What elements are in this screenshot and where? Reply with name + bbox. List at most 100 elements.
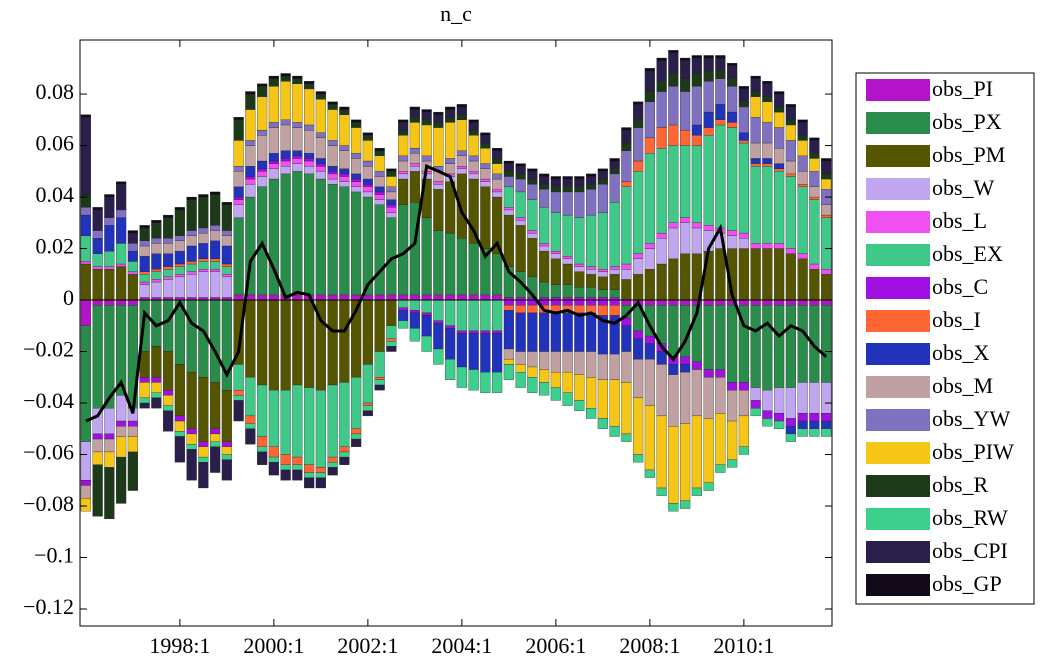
- bar-segment: [104, 266, 115, 270]
- bar-segment: [221, 235, 232, 247]
- bar-segment: [315, 467, 326, 473]
- bar-segment: [492, 158, 503, 164]
- bar-segment: [421, 312, 432, 316]
- bar-segment: [574, 299, 585, 306]
- bar-segment: [503, 364, 514, 381]
- bar-segment: [104, 225, 115, 252]
- bar-segment: [809, 420, 820, 429]
- y-tick-label: 0: [63, 285, 74, 310]
- legend-label: obs_W: [932, 175, 995, 200]
- bar-segment: [151, 382, 162, 393]
- bar-segment: [351, 122, 362, 128]
- bar-segment: [821, 204, 832, 216]
- bar-segment: [480, 135, 491, 144]
- bar-segment: [268, 153, 279, 162]
- bar-segment: [186, 199, 197, 231]
- bar-segment: [374, 204, 385, 296]
- bar-segment: [597, 299, 608, 306]
- bar-segment: [503, 310, 514, 350]
- bar-segment: [656, 299, 667, 306]
- bar-segment: [362, 364, 373, 404]
- bar-segment: [304, 81, 315, 84]
- bar-segment: [116, 263, 127, 267]
- bar-segment: [809, 299, 820, 306]
- bar-segment: [362, 405, 373, 411]
- bar-segment: [339, 294, 350, 301]
- x-tick-label: 2008:1: [619, 633, 680, 658]
- bar-segment: [480, 299, 491, 332]
- bar-segment: [785, 299, 796, 306]
- bar-segment: [633, 253, 644, 259]
- bar-segment: [139, 284, 150, 298]
- bar-segment: [104, 408, 115, 435]
- bar-segment: [151, 281, 162, 298]
- bar-segment: [233, 171, 244, 187]
- bar-segment: [633, 258, 644, 275]
- bar-segment: [327, 299, 338, 386]
- bar-segment: [104, 438, 115, 453]
- bar-segment: [750, 400, 761, 409]
- bar-segment: [821, 382, 832, 414]
- bar-segment: [127, 274, 138, 301]
- bar-segment: [797, 428, 808, 437]
- bar-segment: [233, 196, 244, 200]
- bar-segment: [550, 186, 561, 193]
- bar-segment: [797, 382, 808, 414]
- bar-segment: [245, 166, 256, 177]
- bar-segment: [609, 202, 620, 267]
- bar-segment: [339, 186, 350, 296]
- bar-segment: [339, 299, 350, 383]
- bar-segment: [198, 258, 209, 262]
- bar-segment: [257, 171, 268, 177]
- bar-segment: [304, 299, 315, 388]
- bar-segment: [574, 266, 585, 272]
- bar-segment: [574, 305, 585, 314]
- bar-segment: [750, 387, 761, 401]
- bar-segment: [210, 428, 221, 435]
- bar-segment: [703, 305, 714, 370]
- bar-segment: [797, 186, 808, 254]
- bar-segment: [809, 153, 820, 159]
- bar-segment: [715, 119, 726, 126]
- bar-segment: [210, 382, 221, 429]
- legend-swatch: [866, 211, 930, 233]
- bar-segment: [92, 268, 103, 301]
- bar-segment: [92, 209, 103, 231]
- bar-segment: [174, 415, 185, 422]
- bar-segment: [797, 420, 808, 429]
- bar-segment: [480, 333, 491, 373]
- bar-segment: [104, 299, 115, 306]
- bar-segment: [750, 305, 761, 388]
- bar-segment: [774, 93, 785, 108]
- bar-segment: [597, 184, 608, 213]
- bar-segment: [738, 140, 749, 144]
- bar-segment: [233, 199, 244, 205]
- bar-segment: [80, 263, 91, 301]
- bar-segment: [785, 176, 796, 249]
- bar-segment: [445, 158, 456, 164]
- bar-segment: [268, 160, 279, 164]
- bar-segment: [668, 227, 679, 259]
- bar-segment: [339, 176, 350, 182]
- legend-label: obs_YW: [932, 406, 1010, 431]
- bar-segment: [257, 294, 268, 301]
- bar-segment: [539, 184, 550, 190]
- bar-segment: [680, 253, 691, 301]
- bar-segment: [609, 268, 620, 275]
- bar-segment: [785, 119, 796, 126]
- bar-segment: [809, 382, 820, 414]
- bar-segment: [680, 217, 691, 223]
- bar-segment: [268, 456, 279, 463]
- bar-segment: [762, 163, 773, 167]
- legend-swatch: [866, 112, 930, 134]
- bar-segment: [468, 294, 479, 301]
- bar-segment: [562, 256, 573, 259]
- bar-segment: [362, 140, 373, 162]
- bar-segment: [809, 428, 820, 437]
- bar-segment: [515, 312, 526, 352]
- bar-segment: [633, 274, 644, 301]
- bar-segment: [374, 147, 385, 151]
- bar-segment: [715, 305, 726, 370]
- bar-segment: [292, 158, 303, 164]
- bar-segment: [656, 232, 667, 239]
